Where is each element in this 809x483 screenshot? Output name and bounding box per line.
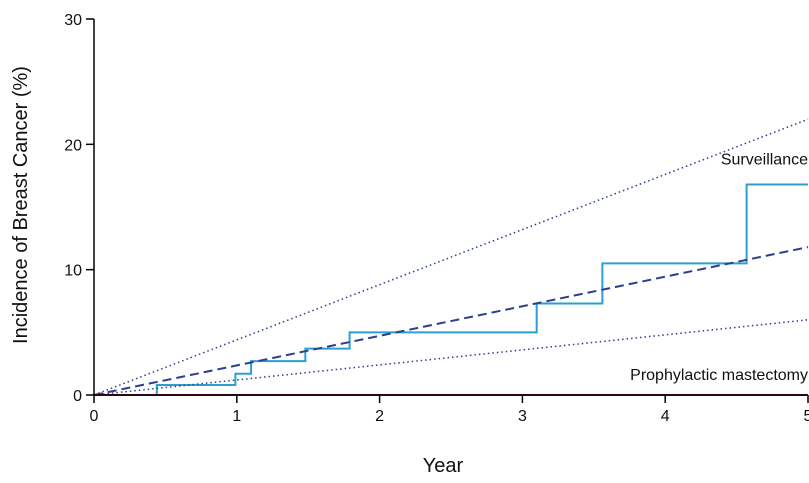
x-axis-label: Year [423,455,464,477]
series-layer [93,118,809,396]
x-tick-label: 3 [518,408,527,425]
axes [93,19,808,396]
x-tick-label: 5 [804,408,809,425]
y-axis-label: Incidence of Breast Cancer (%) [10,66,32,344]
series-annotation: Surveillance [721,151,808,168]
x-tick-label: 1 [232,408,241,425]
annotations: Surveillance Prophylactic mastectomy [630,151,808,384]
ticks: 0 1 2 3 4 5 0 10 20 30 [64,12,809,425]
surveillance-step-line [94,183,808,396]
series-annotation: Prophylactic mastectomy [630,367,808,384]
confidence-bound-line [93,118,809,396]
y-tick-label: 10 [64,263,82,280]
x-tick-label: 2 [375,408,384,425]
fitted-estimate-line [93,246,809,396]
x-tick-label: 4 [661,408,670,425]
y-tick-label: 20 [64,137,82,154]
y-tick-label: 0 [73,388,82,405]
y-tick-label: 30 [64,12,82,29]
x-tick-label: 0 [90,408,99,425]
